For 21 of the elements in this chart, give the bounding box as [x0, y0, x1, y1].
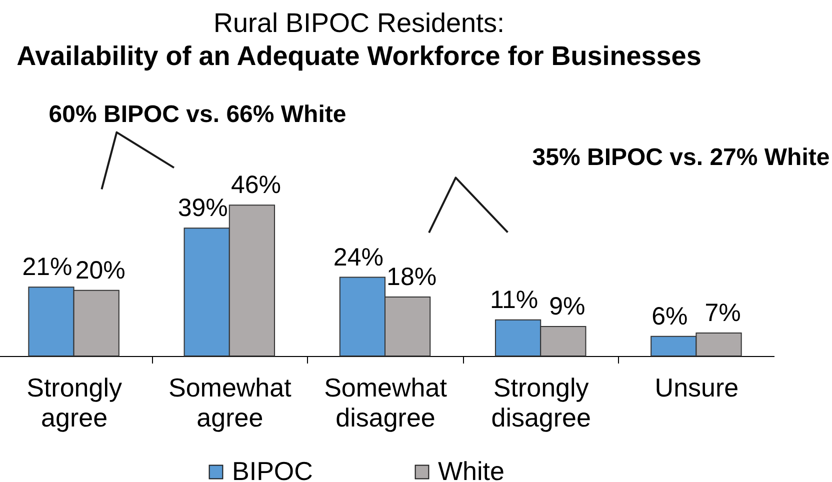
chart-title: Rural BIPOC Residents:	[213, 8, 505, 38]
x-tick-label: Strongly agree	[26, 372, 122, 432]
text: 35% BIPOC vs. 27% White	[532, 144, 830, 171]
data-label: 18%	[386, 262, 437, 291]
data-label: 20%	[75, 256, 126, 284]
x-tick-label: Somewhat agree	[168, 372, 292, 432]
legend-label: BIPOC	[232, 456, 313, 482]
chart-subtitle: Availability of an Adequate Workforce for Businesses	[16, 41, 702, 71]
data-label: 11%	[490, 286, 538, 314]
data-label: 7%	[704, 299, 741, 328]
x-tick-label: Unsure	[654, 372, 739, 402]
data-label: 6%	[652, 302, 688, 330]
legend-label: White	[438, 456, 504, 482]
data-label: 21%	[22, 253, 72, 282]
data-label: 24%	[333, 243, 384, 272]
x-tick-label: Strongly disagree	[491, 372, 591, 432]
data-label: 9%	[549, 292, 586, 320]
text: 60% BIPOC vs. 66% White	[48, 101, 346, 128]
data-label: 39%	[178, 194, 228, 222]
x-tick-label: Somewhat disagree	[324, 372, 448, 432]
data-label: 46%	[230, 171, 281, 200]
